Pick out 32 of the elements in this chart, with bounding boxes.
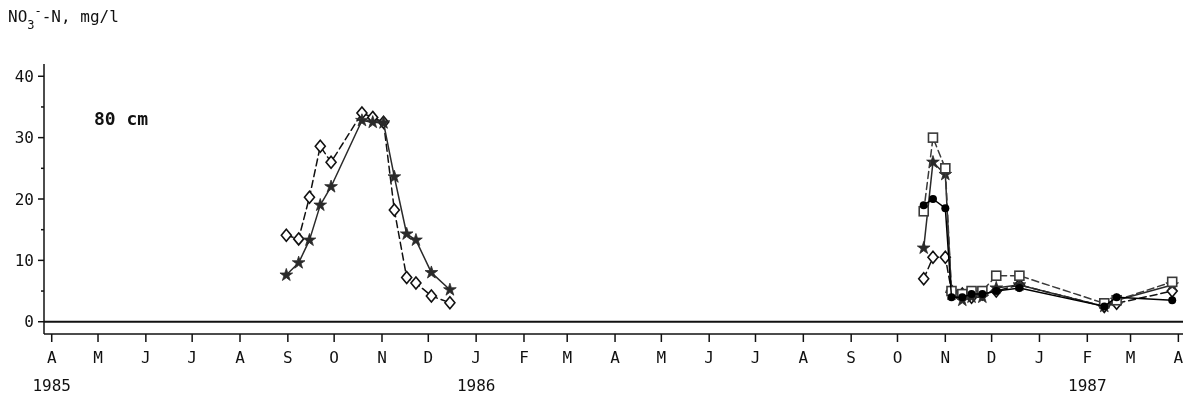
x-tick-label: J 1986: [456, 348, 496, 395]
x-tick-label: N: [940, 348, 951, 367]
y-tick-label: 10: [14, 250, 34, 270]
x-tick-label: A: [798, 348, 809, 367]
x-tick-label: S: [846, 348, 856, 367]
x-tick-label: J: [141, 348, 151, 367]
x-tick-label: M: [562, 348, 573, 367]
x-tick-label: F 1987: [1068, 348, 1107, 395]
x-tick-label: O: [892, 348, 903, 367]
x-tick-label: A: [235, 348, 246, 367]
x-tick-label: F: [519, 348, 529, 367]
annotation: 80 cm: [94, 108, 149, 129]
x-tick-label: D: [986, 348, 997, 367]
y-tick-label: 40: [14, 66, 34, 86]
y-axis-title: NO$_{3}$$^{-}$-N, mg/l: [8, 4, 119, 32]
x-tick-label: A 1985: [32, 348, 71, 395]
x-tick-label: D: [423, 348, 434, 367]
y-tick-label: 0: [24, 312, 34, 332]
x-tick-label: M: [656, 348, 667, 367]
x-tick-label: N: [377, 348, 387, 367]
y-tick-label: 30: [14, 128, 34, 148]
x-tick-label: S: [283, 348, 293, 367]
x-tick-label: J: [704, 348, 715, 367]
x-tick-label: O: [329, 348, 339, 367]
x-tick-label: A: [1173, 348, 1184, 367]
x-tick-label: M: [93, 348, 103, 367]
y-tick-label: 20: [14, 189, 34, 209]
x-tick-label: A: [610, 348, 621, 367]
x-tick-label: M: [1125, 348, 1136, 367]
x-tick-label: J: [750, 348, 761, 367]
x-tick-label: J: [1034, 348, 1045, 367]
x-tick-label: J: [187, 348, 197, 367]
